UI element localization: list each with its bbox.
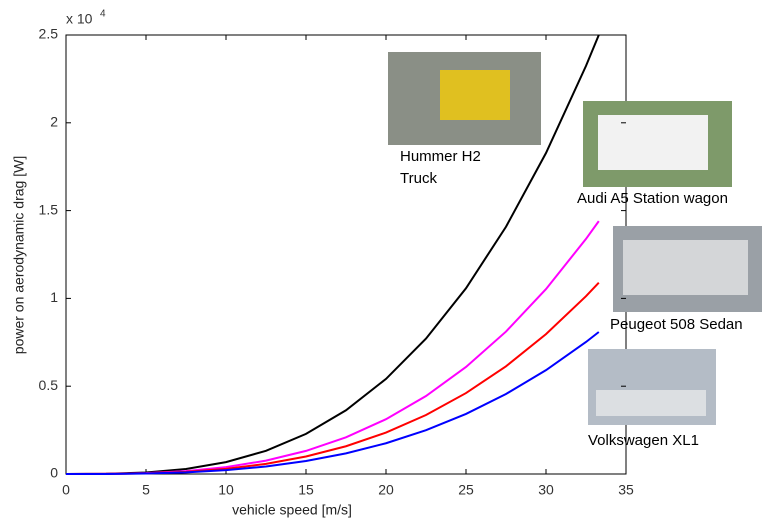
x-tick-label: 5 xyxy=(142,482,150,498)
annotation: Truck xyxy=(400,170,437,187)
y-tick-label: 2 xyxy=(50,114,58,130)
x-tick-label: 30 xyxy=(538,482,554,498)
photo-car-body xyxy=(623,240,748,295)
plot-frame xyxy=(66,35,626,474)
y-tick-label: 0.5 xyxy=(39,377,59,393)
x-tick-label: 25 xyxy=(458,482,474,498)
annotation: Peugeot 508 Sedan xyxy=(610,316,743,333)
photo-car-body xyxy=(598,115,708,170)
photo-car-body xyxy=(596,390,706,416)
x-tick-label: 35 xyxy=(618,482,634,498)
x-tick-label: 10 xyxy=(218,482,234,498)
chart: vehicle speed [m/s] power on aerodynamic… xyxy=(0,0,768,523)
y-multiplier-exponent: 4 xyxy=(100,9,106,20)
x-tick-label: 20 xyxy=(378,482,394,498)
y-axis-label: power on aerodynamic drag [W] xyxy=(11,156,27,354)
x-tick-label: 0 xyxy=(62,482,70,498)
annotation: Volkswagen XL1 xyxy=(588,432,699,449)
annotation: Hummer H2 xyxy=(400,148,481,165)
y-tick-label: 1 xyxy=(50,289,58,305)
y-tick-label: 2.5 xyxy=(39,26,59,42)
y-tick-label: 1.5 xyxy=(39,201,59,217)
y-multiplier: x 10 xyxy=(66,11,93,27)
photo-car-body xyxy=(440,70,510,120)
y-tick-label: 0 xyxy=(50,465,58,481)
x-axis-label: vehicle speed [m/s] xyxy=(232,502,352,518)
x-tick-label: 15 xyxy=(298,482,314,498)
annotation: Audi A5 Station wagon xyxy=(577,190,728,207)
